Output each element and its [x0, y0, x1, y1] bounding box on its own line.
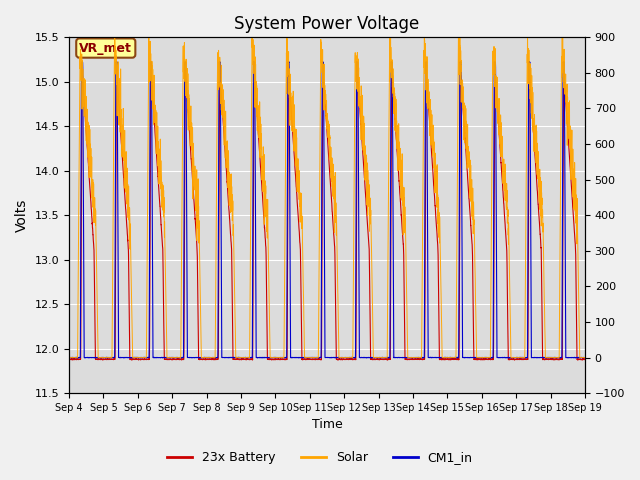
Y-axis label: Volts: Volts	[15, 199, 29, 232]
Title: System Power Voltage: System Power Voltage	[234, 15, 420, 33]
Text: VR_met: VR_met	[79, 42, 132, 55]
X-axis label: Time: Time	[312, 419, 342, 432]
Legend: 23x Battery, Solar, CM1_in: 23x Battery, Solar, CM1_in	[163, 446, 477, 469]
